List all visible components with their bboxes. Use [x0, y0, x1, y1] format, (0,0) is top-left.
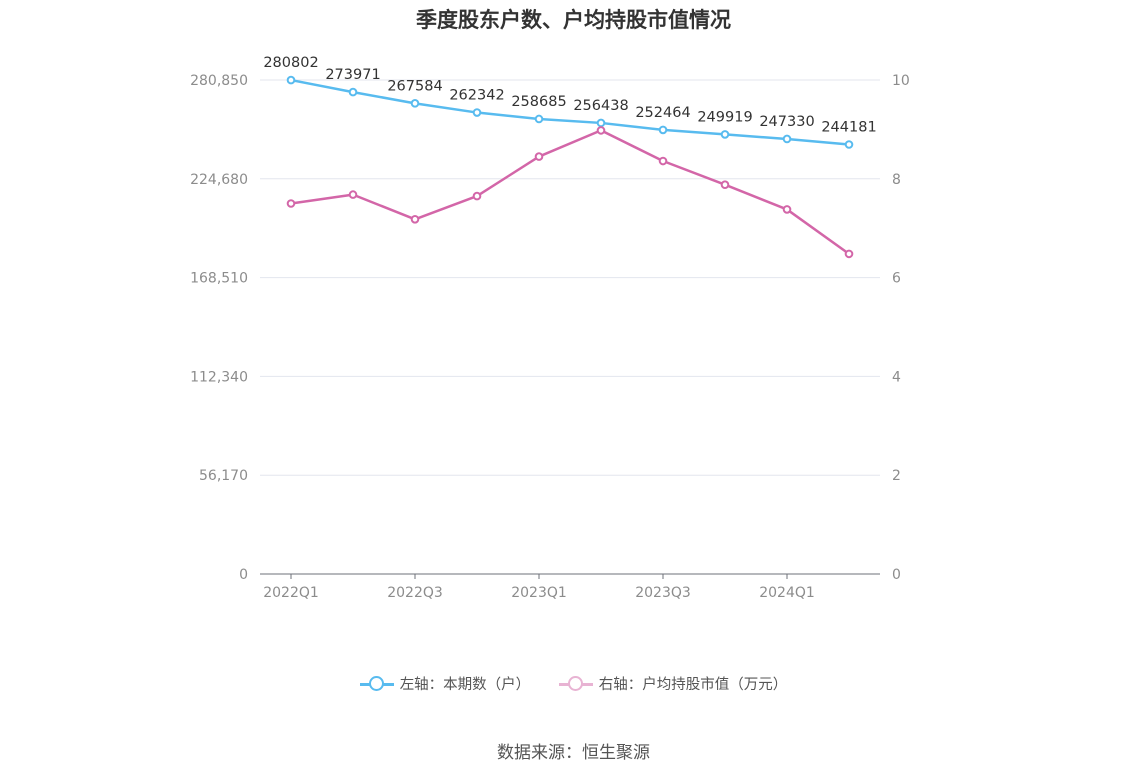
x-axis-tick-label: 2022Q3 [387, 585, 443, 601]
series-point-1 [844, 249, 854, 259]
left-axis-tick-label: 168,510 [190, 271, 248, 287]
series-point-1 [534, 152, 544, 161]
chart-title: 季度股东户数、户均持股市值情况 [416, 8, 731, 32]
data-label: 280802 [263, 55, 318, 71]
legend-label-avg-value: 右轴：户均持股市值（万元） [598, 677, 788, 693]
legend-swatch-blue [359, 674, 394, 694]
series-point-0 [596, 118, 606, 128]
series-point-0 [410, 99, 420, 108]
left-axis-tick-label: 280,850 [190, 73, 248, 89]
series-point-0 [472, 108, 482, 117]
series-point-1 [782, 205, 792, 214]
data-label: 267584 [387, 78, 442, 94]
right-axis-tick-label: 0 [892, 567, 901, 583]
legend-swatch-pink [558, 674, 593, 694]
series-point-1 [286, 199, 296, 208]
x-axis-tick-label: 2024Q1 [759, 585, 815, 601]
right-axis-tick-label: 6 [892, 271, 901, 287]
data-label: 244181 [821, 119, 876, 135]
data-label: 256438 [573, 98, 628, 114]
data-label: 258685 [511, 94, 566, 110]
series-point-1 [410, 215, 420, 224]
gridlines [260, 79, 880, 476]
series-line-1 [290, 129, 850, 255]
legend-item-households[interactable]: 左轴：本期数（户） [359, 673, 531, 694]
legend-item-avg-value[interactable]: 右轴：户均持股市值（万元） [558, 673, 788, 694]
left-axis-tick-label: 112,340 [190, 369, 248, 385]
data-source: 数据来源：恒生聚源 [497, 743, 650, 763]
right-axis-tick-label: 8 [892, 172, 901, 188]
series-point-1 [596, 126, 606, 135]
series-point-0 [348, 87, 358, 97]
data-label: 247330 [759, 114, 814, 130]
right-axis-tick-label: 4 [892, 369, 901, 385]
data-labels: 280802 273971 267584 262342 258685 256438 2524… [263, 55, 876, 135]
x-axis: 2022Q1 2022Q3 2023Q1 2023Q3 2024Q1 [260, 573, 880, 601]
legend-label-households: 左轴：本期数（户） [399, 677, 531, 693]
series-point-0 [286, 75, 296, 85]
left-axis-tick-label: 0 [239, 567, 248, 583]
series-point-0 [782, 134, 792, 144]
chart-plot: 0 56,170 112,340 168,510 224,680 280,850 0 2 4 6… [190, 55, 910, 601]
x-axis-tick-label: 2023Q3 [635, 585, 691, 601]
right-axis-tick-label: 10 [892, 73, 910, 89]
left-axis-tick-label: 224,680 [190, 172, 248, 188]
series-layer [286, 75, 854, 259]
series-point-0 [658, 125, 668, 135]
right-axis-tick-label: 2 [892, 468, 901, 484]
data-label: 249919 [697, 109, 752, 125]
series-point-1 [658, 156, 668, 166]
data-label: 273971 [325, 67, 380, 83]
left-axis-tick-label: 56,170 [199, 468, 248, 484]
legend: 左轴：本期数（户） 右轴：户均持股市值（万元） [0, 673, 1147, 698]
series-point-1 [720, 180, 730, 190]
data-label: 262342 [449, 88, 504, 104]
series-point-0 [534, 114, 544, 124]
left-axis-ticks: 0 56,170 112,340 168,510 224,680 280,850 [190, 73, 248, 583]
right-axis-ticks: 0 2 4 6 8 10 [892, 73, 910, 583]
x-axis-tick-label: 2023Q1 [511, 585, 567, 601]
series-point-1 [472, 191, 482, 201]
series-point-0 [720, 130, 730, 139]
data-label: 252464 [635, 105, 690, 121]
x-axis-tick-label: 2022Q1 [263, 585, 319, 601]
series-point-1 [348, 190, 358, 199]
series-point-0 [844, 140, 854, 149]
series-line-0 [290, 78, 850, 146]
